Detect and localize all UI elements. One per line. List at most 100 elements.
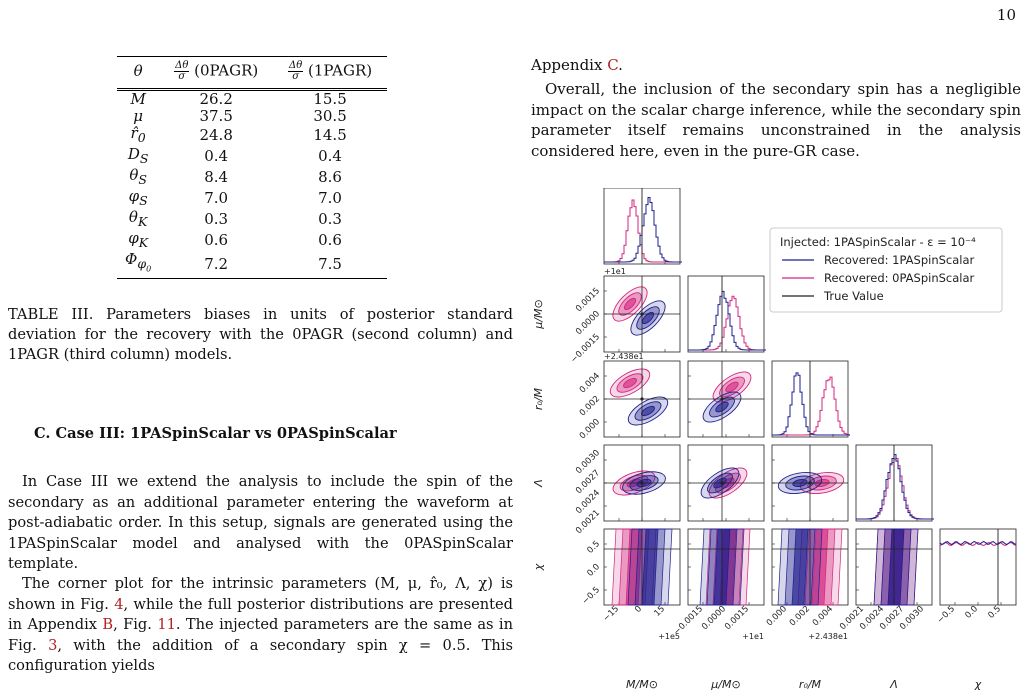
fig-11-link[interactable]: 11 — [157, 616, 176, 633]
truth-point — [640, 481, 644, 485]
paragraph-1-text: In Case III we extend the analysis to in… — [8, 473, 513, 572]
table-cell-1pagr: 30.5 — [313, 107, 347, 125]
table-row: M 26.2 15.5 — [117, 90, 387, 109]
table-row: θK 0.3 0.3 — [117, 209, 387, 230]
marginal-panel — [771, 360, 850, 438]
table-caption: TABLE III. Parameters biases in units of… — [8, 306, 513, 363]
table-cell-1pagr: 15.5 — [313, 90, 347, 108]
truth-point — [720, 397, 724, 401]
corner-plot: −0.00150.00000.00150.0000.0020.0040.0021… — [532, 188, 1017, 691]
appendix-period: . — [618, 56, 623, 74]
table-cell-0pagr: 37.5 — [199, 107, 233, 125]
appendix-c-link[interactable]: C — [607, 56, 619, 74]
bias-table: θ Δθ σ (0PAGR) Δθ σ (1PAGR) M 26.2 15.5 μ 37.5… — [117, 56, 387, 279]
section-heading: C. Case III: 1PASpinScalar vs 0PASpinSca… — [34, 425, 397, 442]
legend-title: Injected: 1PASpinScalar - ε = 10⁻⁴ — [780, 235, 976, 249]
x-tick-label: 0.002 — [788, 604, 812, 628]
table-cell-1pagr: 0.3 — [318, 210, 342, 228]
joint-panel — [603, 275, 681, 353]
offset-label: +1e1 — [604, 267, 626, 276]
joint-panel — [855, 528, 933, 606]
table-cell-param: DS — [127, 145, 149, 167]
p2-text-c: , Fig. — [113, 616, 158, 633]
histogram-1paspinscalar — [772, 372, 850, 436]
y-axis-label: Λ — [532, 479, 545, 488]
table-row: φS 7.0 7.0 — [117, 188, 387, 209]
marginal-panel — [603, 188, 682, 265]
table-cell-1pagr: 7.0 — [318, 189, 342, 207]
x-tick-label: 0 — [633, 604, 644, 615]
table-row: r̂0 24.8 14.5 — [117, 125, 387, 146]
table-cell-0pagr: 0.3 — [204, 210, 229, 228]
table-cell-1pagr: 8.6 — [318, 168, 342, 186]
plot-legend: Injected: 1PASpinScalar - ε = 10⁻⁴ Recove… — [769, 227, 1003, 313]
x-axis-label: M/M⊙ — [626, 678, 658, 691]
truth-point — [808, 481, 812, 485]
table-cell-param: θS — [129, 166, 147, 188]
contour-level — [725, 381, 739, 393]
table-cell-1pagr: 0.4 — [318, 147, 342, 165]
y-tick-label: 0.5 — [585, 539, 602, 556]
y-axis-label: r₀/M — [532, 387, 545, 410]
table-cell-1pagr: 14.5 — [313, 126, 347, 144]
y-tick-label: −0.0015 — [569, 332, 602, 365]
joint-panel — [603, 360, 681, 438]
y-tick-label: 0.0 — [585, 562, 602, 579]
table-row: Φφ0 7.2 7.5 — [117, 251, 387, 278]
table-cell-0pagr: 0.4 — [204, 147, 229, 165]
table-row: φK 0.6 0.6 — [117, 230, 387, 251]
contour-level — [641, 311, 655, 325]
fig-4-link[interactable]: 4 — [114, 595, 124, 613]
histogram-1paspinscalar — [688, 290, 766, 351]
contour-level — [623, 297, 637, 311]
x-tick-label: 0.0015 — [723, 604, 751, 632]
table-cell-param: θK — [128, 208, 148, 230]
y-tick-label: 0.002 — [578, 394, 602, 418]
marginal-panel — [939, 528, 1017, 606]
contour-band — [641, 528, 659, 606]
table-cell-param: Φφ0 — [125, 250, 152, 274]
y-tick-label: 0.0015 — [574, 286, 602, 314]
appendix-b-link[interactable]: B — [102, 616, 114, 633]
right-paragraph: Overall, the inclusion of the secondary … — [531, 79, 1021, 161]
x-tick-label: 0.5 — [986, 604, 1003, 621]
truth-point — [640, 312, 644, 316]
x-tick-label: 0.0 — [963, 604, 980, 621]
x-axis-label: χ — [974, 678, 982, 691]
offset-label: +2.438e1 — [808, 632, 848, 641]
table-cell-0pagr: 0.6 — [204, 231, 229, 249]
legend-entry: True Value — [823, 289, 884, 303]
table-header-0pagr: Δθ σ (0PAGR) — [174, 60, 259, 82]
marginal-panel — [687, 275, 766, 353]
legend-entry: Recovered: 1PASpinScalar — [824, 253, 975, 267]
legend-entry: Recovered: 0PASpinScalar — [824, 271, 975, 285]
joint-panel — [771, 528, 849, 606]
table-cell-param: M — [130, 90, 146, 108]
joint-panel — [603, 444, 681, 522]
right-paragraph-text: Overall, the inclusion of the secondary … — [531, 80, 1021, 160]
table-cell-param: φS — [128, 187, 148, 209]
y-tick-label: 0.000 — [578, 417, 602, 441]
offset-label: +1e5 — [658, 632, 680, 641]
joint-panel — [771, 444, 849, 522]
histogram-0paspinscalar — [772, 376, 850, 436]
joint-panel — [687, 360, 765, 438]
truth-point — [640, 397, 644, 401]
table-header-theta: θ — [133, 62, 143, 80]
paragraph-1: In Case III we extend the analysis to in… — [8, 472, 513, 575]
histogram-0paspinscalar — [939, 541, 1017, 547]
y-tick-label: 0.0000 — [574, 309, 602, 337]
joint-panel — [687, 528, 765, 606]
joint-panel — [603, 528, 681, 606]
x-tick-label: −15 — [601, 604, 621, 624]
y-tick-label: 0.004 — [578, 371, 602, 395]
table-cell-1pagr: 0.6 — [318, 231, 342, 249]
legend-box — [769, 227, 1003, 313]
joint-panel — [687, 444, 765, 522]
table-cell-param: r̂0 — [130, 124, 146, 146]
fig-3-link[interactable]: 3 — [48, 636, 58, 654]
histogram-0paspinscalar — [604, 199, 682, 263]
x-axis-label: r₀/M — [799, 678, 822, 691]
p2-text-a: The corner plot for the intrinsic parame… — [8, 575, 513, 613]
offset-label: +2.438e1 — [604, 352, 644, 361]
